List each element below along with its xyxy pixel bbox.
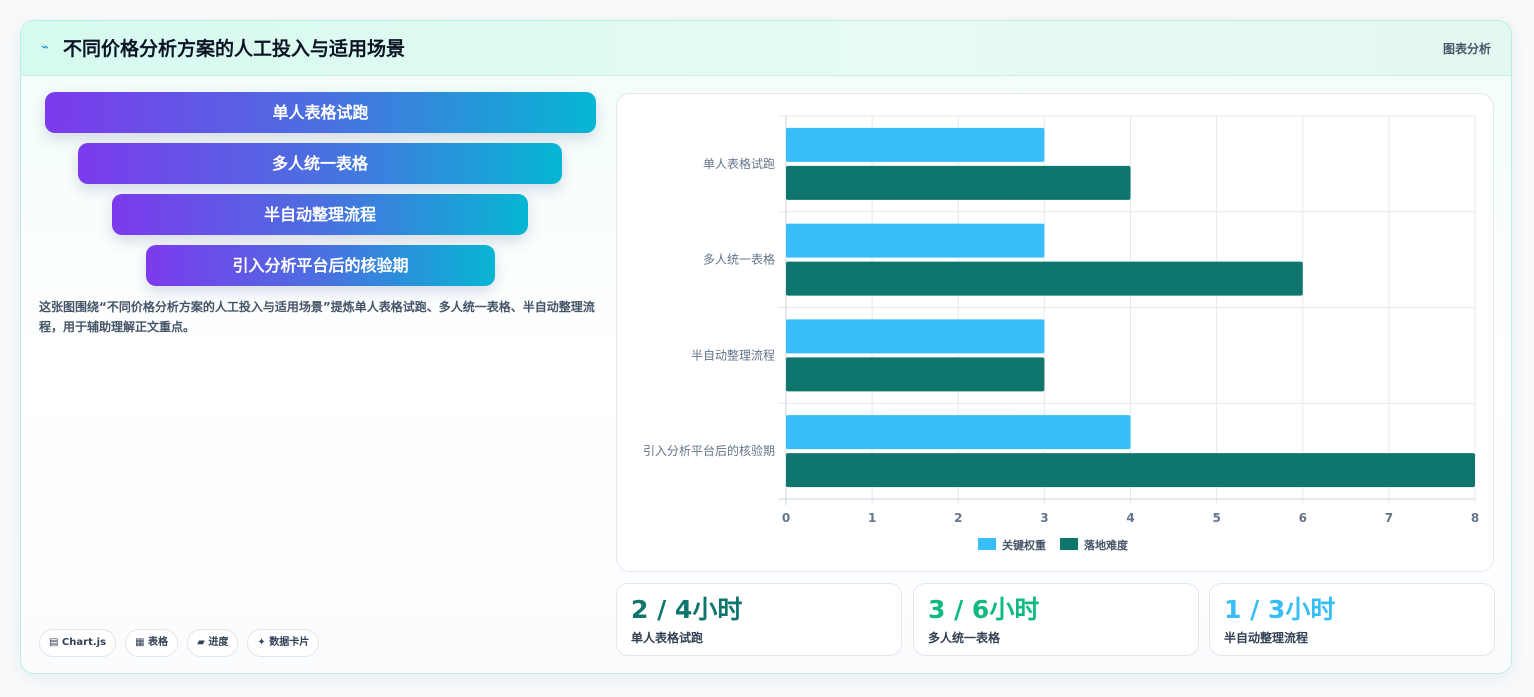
bar-difficulty	[786, 453, 1475, 488]
chip-table[interactable]: ▦ 表格	[125, 629, 179, 657]
bar-key-weight	[786, 319, 1045, 354]
legend-label: 关键权重	[1002, 538, 1046, 552]
line-chart-icon: ⌁	[41, 40, 49, 55]
y-tick-label: 单人表格试跑	[703, 156, 775, 171]
x-tick-label: 0	[782, 511, 790, 525]
stat-value-2: 3 / 6小时	[928, 595, 1040, 624]
stat-card-3: 1 / 3小时 半自动整理流程	[1209, 583, 1495, 656]
chip-progress[interactable]: ▰ 进度	[187, 629, 239, 657]
bar-key-weight	[786, 127, 1045, 162]
tech-chips: ▤ Chart.js ▦ 表格 ▰ 进度 ✦ 数据卡片	[39, 629, 323, 657]
stat-card-2: 3 / 6小时 多人统一表格	[913, 583, 1199, 656]
x-tick-label: 5	[1212, 511, 1220, 525]
x-tick-label: 6	[1299, 511, 1307, 525]
bar-key-weight	[786, 223, 1045, 258]
stat-value-1: 2 / 4小时	[631, 595, 743, 624]
page-title: 不同价格分析方案的人工投入与适用场景	[63, 38, 406, 60]
x-tick-label: 1	[868, 511, 876, 525]
card-header: ⌁ 不同价格分析方案的人工投入与适用场景 图表分析	[21, 21, 1511, 76]
legend-swatch	[978, 538, 996, 550]
funnel-step-3: 半自动整理流程	[112, 194, 528, 235]
y-tick-label: 引入分析平台后的核验期	[643, 443, 775, 458]
chart-panel: 单人表格试跑 多人统一表格半自动整理流程引入分析平台后的核验期 0 1 2 3 4 5 6 7 8 关…	[616, 93, 1494, 572]
funnel-step-4: 引入分析平台后的核验期	[146, 245, 495, 286]
x-tick-label: 3	[1040, 511, 1048, 525]
y-tick-label: 半自动整理流程	[691, 347, 775, 362]
stat-label-3: 半自动整理流程	[1224, 631, 1309, 645]
legend-swatch	[1060, 538, 1078, 550]
bar-difficulty	[786, 165, 1131, 200]
stat-value-3: 1 / 3小时	[1224, 595, 1336, 624]
chip-chartjs[interactable]: ▤ Chart.js	[39, 629, 117, 657]
stat-label-2: 多人统一表格	[928, 631, 1001, 645]
x-tick-label: 4	[1126, 511, 1134, 525]
y-tick-label: 多人统一表格	[703, 252, 775, 267]
x-tick-label: 8	[1471, 511, 1479, 525]
x-tick-label: 7	[1385, 511, 1393, 525]
funnel-step-2: 多人统一表格	[78, 143, 562, 184]
header-tag: 图表分析	[1442, 42, 1491, 56]
bar-difficulty	[786, 261, 1303, 296]
description-text: 这张图围绕“不同价格分析方案的人工投入与适用场景”提炼单人表格试跑、多人统一表格…	[39, 300, 595, 334]
x-tick-label: 2	[954, 511, 962, 525]
funnel-step-1: 单人表格试跑	[45, 92, 596, 133]
main-card: ⌁ 不同价格分析方案的人工投入与适用场景 图表分析 单人表格试跑 多人统一表格 …	[20, 20, 1512, 674]
chip-data-card[interactable]: ✦ 数据卡片	[247, 629, 320, 657]
stat-label-1: 单人表格试跑	[631, 631, 704, 645]
bar-difficulty	[786, 357, 1045, 392]
stat-card-1: 2 / 4小时 单人表格试跑	[616, 583, 902, 656]
bar-key-weight	[786, 415, 1131, 450]
legend-label: 落地难度	[1084, 538, 1129, 552]
